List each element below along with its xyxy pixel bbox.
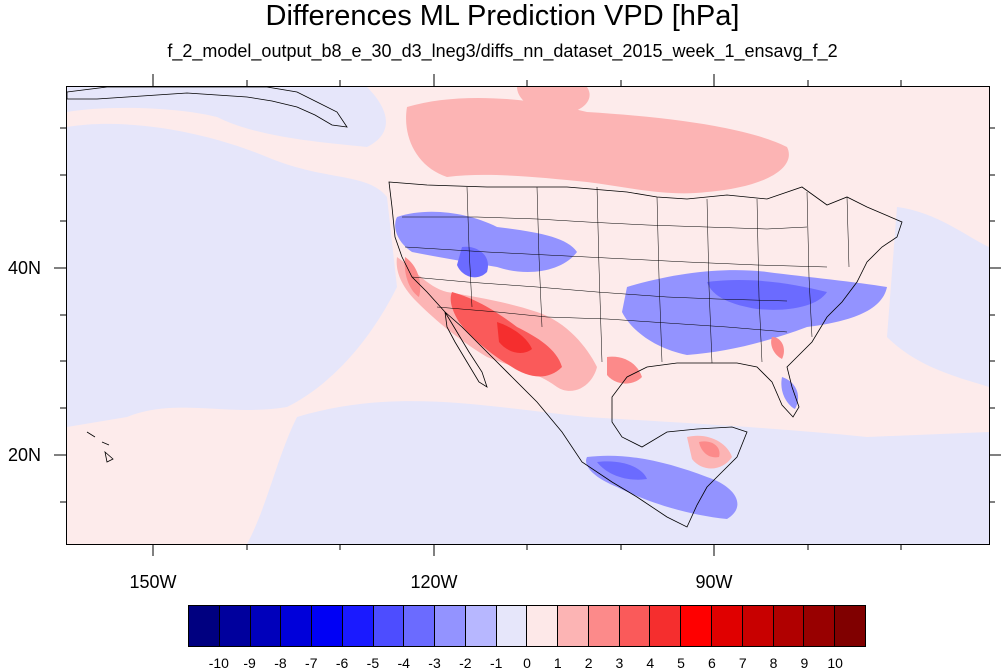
colorbar-swatch — [558, 606, 589, 646]
colorbar-swatch — [435, 606, 466, 646]
colorbar-swatch — [588, 606, 620, 646]
colorbar-labels: -10 -9 -8 -7 -6 -5 -4 -3 -2 -1 0 1 2 3 4 5 6 7 8 9 10 — [188, 655, 866, 671]
colorbar-swatch — [650, 606, 682, 646]
colorbar-label: -10 — [208, 655, 229, 671]
colorbar-label: 9 — [800, 655, 809, 671]
blue-region-florida — [781, 377, 799, 409]
lon-label-90w: 90W — [695, 572, 733, 592]
colorbar-label: -3 — [428, 655, 441, 671]
colorbar-swatch — [342, 606, 374, 646]
colorbar-swatch — [373, 606, 405, 646]
colorbar-label: -6 — [335, 655, 349, 671]
colorbar-swatch — [189, 606, 220, 646]
colorbar-swatch — [312, 606, 343, 646]
colorbar-swatch — [804, 606, 836, 646]
colorbar-swatch — [681, 606, 713, 646]
blue-region-northwest — [395, 211, 577, 272]
pink-region-texas — [607, 356, 642, 384]
light-blue-region-pacific — [67, 123, 397, 428]
pink-region-yucatan-core — [699, 441, 720, 458]
light-blue-region-atlantic — [887, 207, 989, 387]
colorbar-swatch — [527, 606, 559, 646]
red-region-core — [497, 322, 532, 353]
state-boundaries — [402, 186, 850, 364]
lon-label-120w: 120W — [410, 572, 458, 592]
map-panel — [66, 86, 990, 545]
map-subtitle: f_2_model_output_b8_e_30_d3_lneg3/diffs_… — [167, 41, 838, 61]
colorbar-swatch — [250, 606, 282, 646]
colorbar-label: -1 — [489, 655, 503, 671]
colorbar-label: 5 — [677, 655, 685, 671]
alaska-outline — [67, 87, 348, 128]
colorbar-swatch — [281, 606, 313, 646]
hawaii-outline — [86, 431, 114, 463]
lat-label-40n: 40N — [8, 258, 42, 278]
colorbar — [188, 605, 866, 647]
colorbar-label: 3 — [615, 655, 624, 671]
colorbar-swatch — [496, 606, 528, 646]
colorbar-swatch — [404, 606, 436, 646]
lon-label-150w: 150W — [129, 572, 177, 592]
colorbar-label: 4 — [646, 655, 655, 671]
vpd-difference-field — [67, 87, 989, 544]
colorbar-label: 10 — [827, 655, 843, 671]
colorbar-label: 8 — [769, 655, 778, 671]
colorbar-label: -4 — [397, 655, 410, 671]
colorbar-swatch — [619, 606, 651, 646]
pink-region-georgia — [771, 337, 784, 359]
colorbar-label: -7 — [305, 655, 318, 671]
colorbar-swatch — [219, 606, 251, 646]
light-blue-region-north — [67, 87, 386, 147]
colorbar-swatch — [773, 606, 805, 646]
colorbar-label: 6 — [708, 655, 716, 671]
map-title: Differences ML Prediction VPD [hPa] — [265, 0, 740, 32]
pink-region-canada — [406, 97, 789, 194]
colorbar-label: 7 — [738, 655, 747, 671]
colorbar-swatch — [835, 606, 865, 646]
colorbar-label: 2 — [584, 655, 593, 671]
lat-label-20n: 20N — [8, 445, 42, 465]
colorbar-label: -9 — [243, 655, 256, 671]
colorbar-swatch — [742, 606, 774, 646]
colorbar-swatch — [712, 606, 743, 646]
baja-outline — [444, 311, 488, 388]
pink-region-north-small — [517, 87, 590, 116]
blue-region-caribbean-core — [597, 461, 647, 480]
colorbar-label: -2 — [459, 655, 472, 671]
continental-outline — [388, 181, 903, 528]
blue-region-east-core — [707, 280, 827, 310]
colorbar-swatch — [465, 606, 497, 646]
colorbar-label: 0 — [523, 655, 531, 671]
blue-region-utah — [457, 246, 488, 278]
colorbar-label: 1 — [553, 655, 562, 671]
colorbar-label: -8 — [274, 655, 287, 671]
colorbar-label: -5 — [366, 655, 380, 671]
